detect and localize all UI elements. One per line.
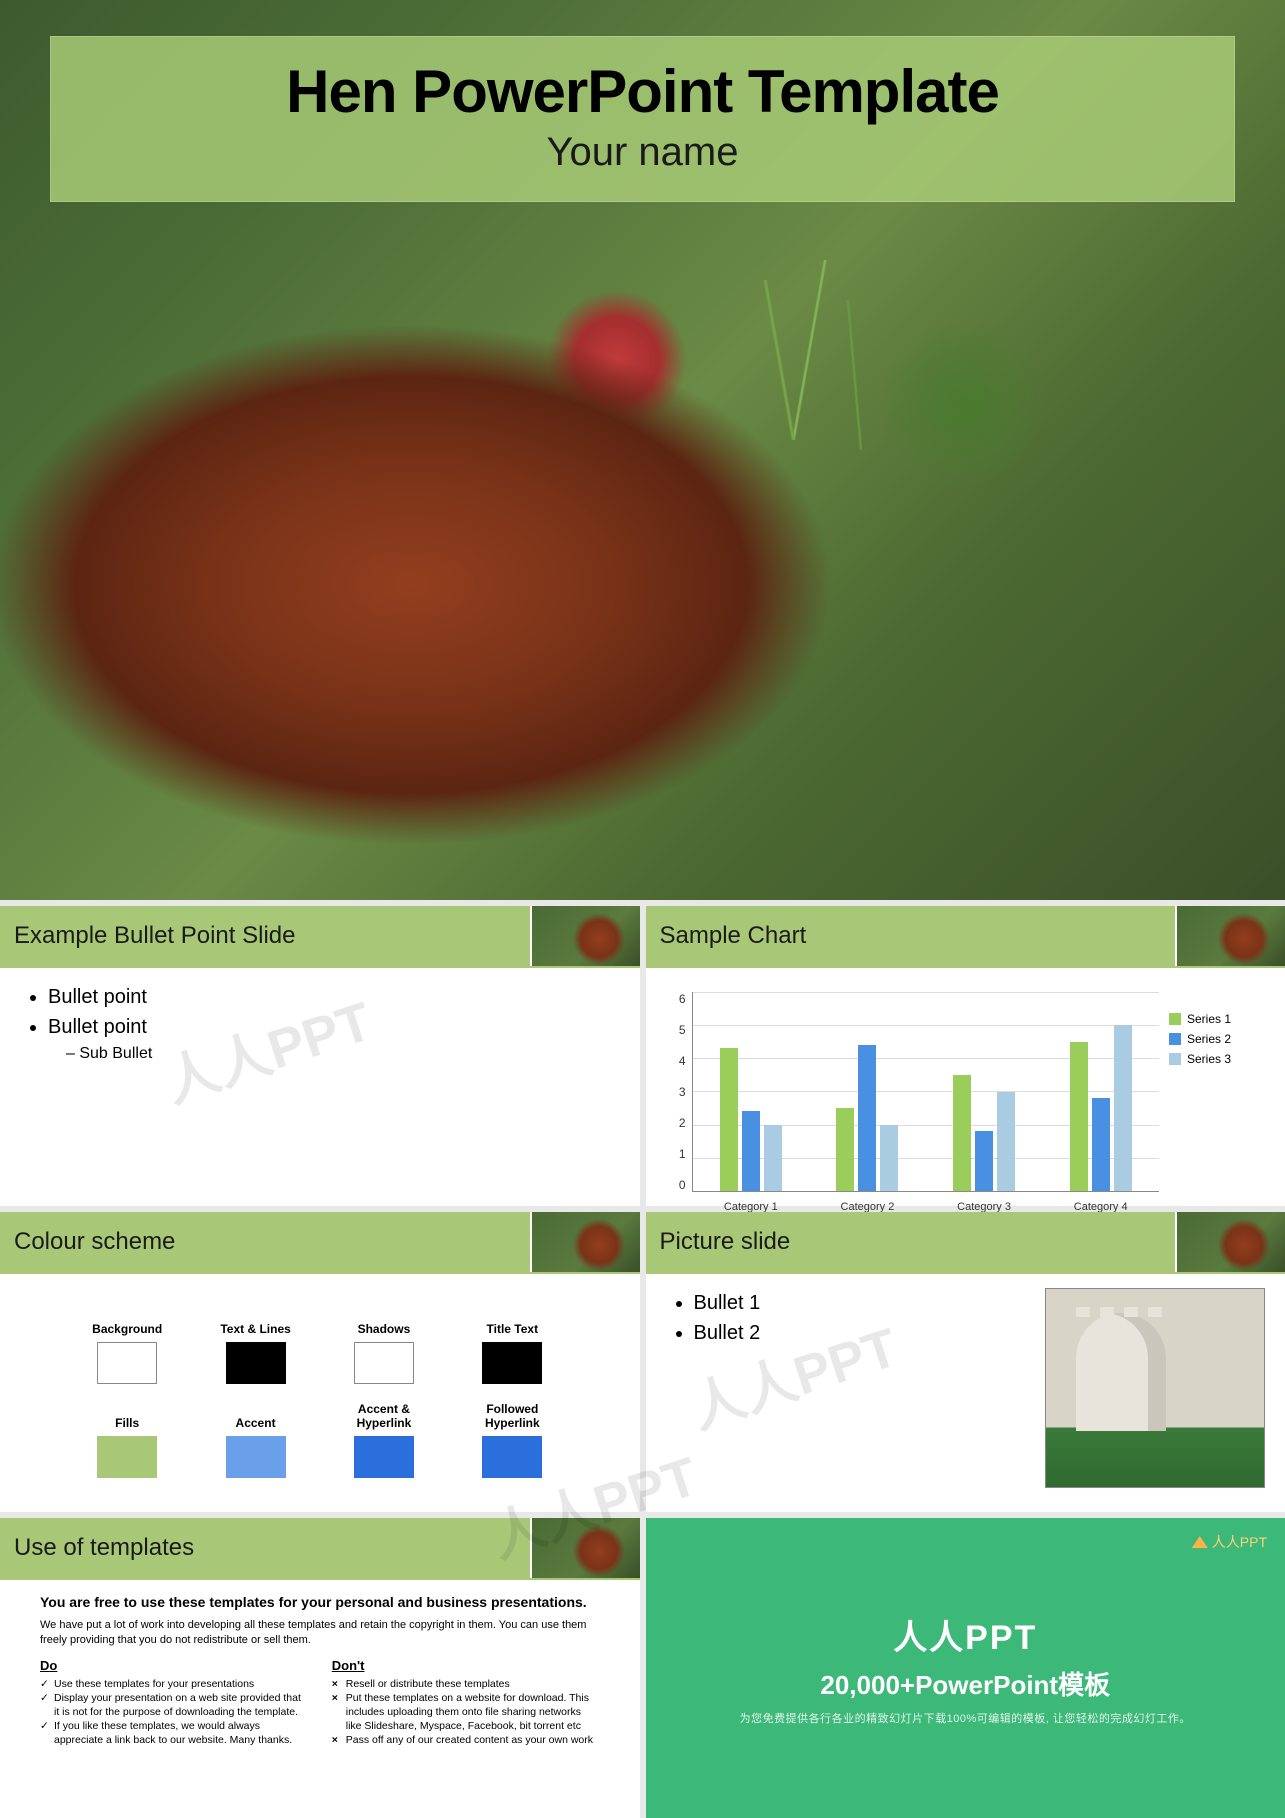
- hen-thumb-icon: [530, 1518, 640, 1578]
- colour-swatch: Title Text: [465, 1308, 559, 1384]
- slide-picture: Picture slide Bullet 1 Bullet 2 人人PPT: [646, 1212, 1285, 1512]
- promo-subtitle: 20,000+PowerPoint模板: [820, 1665, 1110, 1702]
- colour-swatch: Background: [80, 1308, 174, 1384]
- hero-title: Hen PowerPoint Template: [81, 57, 1204, 126]
- slide-grid: Example Bullet Point Slide Bullet point …: [0, 900, 1285, 1818]
- slide-use-of-templates: Use of templates You are free to use the…: [0, 1518, 640, 1818]
- bullet-list: Bullet 1 Bullet 2: [666, 1288, 1026, 1488]
- chart-bar: [720, 1048, 738, 1191]
- hen-thumb-icon: [1175, 906, 1285, 966]
- chart-legend: Series 1 Series 2 Series 3: [1169, 992, 1259, 1072]
- uot-note: We have put a lot of work into developin…: [40, 1618, 600, 1648]
- slide-title: Colour scheme: [0, 1212, 530, 1272]
- promo-tagline: 为您免费提供各行各业的精致幻灯片下载100%可编辑的模板, 让您轻松的完成幻灯工…: [740, 1710, 1191, 1726]
- dont-item: Put these templates on a website for dow…: [346, 1691, 600, 1734]
- slide-title: Picture slide: [646, 1212, 1176, 1272]
- dont-column: Don't Resell or distribute these templat…: [332, 1658, 600, 1748]
- chart-plot: Category 1Category 2Category 3Category 4: [692, 992, 1160, 1192]
- chart-bar: [1114, 1025, 1132, 1191]
- slide-title: Example Bullet Point Slide: [0, 906, 530, 966]
- chart-bar: [1070, 1042, 1088, 1191]
- dont-header: Don't: [332, 1658, 600, 1673]
- colour-swatch: Accent & Hyperlink: [337, 1402, 431, 1478]
- list-item: Bullet 2: [694, 1318, 1026, 1348]
- chart-bar: [975, 1131, 993, 1191]
- chart-bar: [880, 1125, 898, 1191]
- sub-bullet: Sub Bullet: [48, 1042, 620, 1066]
- do-column: Do Use these templates for your presenta…: [40, 1658, 308, 1748]
- hen-thumb-icon: [530, 1212, 640, 1272]
- chart-bar: [997, 1092, 1015, 1192]
- slide-colour-scheme: Colour scheme Background Text & Lines Shad…: [0, 1212, 640, 1512]
- list-item: Bullet 1: [694, 1288, 1026, 1318]
- colour-swatch: Fills: [80, 1402, 174, 1478]
- promo-logo: 人人PPT: [1192, 1532, 1267, 1552]
- slide-promo: 人人PPT 人人PPT 20,000+PowerPoint模板 为您免费提供各行…: [646, 1518, 1285, 1818]
- legend-item: Series 2: [1169, 1032, 1259, 1046]
- do-item: Use these templates for your presentatio…: [54, 1677, 308, 1691]
- hero-slide: Hen PowerPoint Template Your name: [0, 0, 1285, 900]
- chart-bar: [836, 1108, 854, 1191]
- colour-swatch: Text & Lines: [208, 1308, 302, 1384]
- chart-bar: [742, 1111, 760, 1191]
- colour-swatch: Shadows: [337, 1308, 431, 1384]
- y-axis: 0123456: [672, 992, 692, 1192]
- swatch-grid: Background Text & Lines Shadows Title Text F…: [20, 1288, 620, 1488]
- dont-item: Resell or distribute these templates: [346, 1677, 600, 1691]
- colour-swatch: Accent: [208, 1402, 302, 1478]
- do-header: Do: [40, 1658, 308, 1673]
- chart-bar: [953, 1075, 971, 1191]
- slide-title: Sample Chart: [646, 906, 1176, 966]
- hen-thumb-icon: [530, 906, 640, 966]
- uot-intro: You are free to use these templates for …: [40, 1594, 600, 1610]
- chart-bar: [1092, 1098, 1110, 1191]
- picture-placeholder: [1045, 1288, 1265, 1488]
- chart-bar: [858, 1045, 876, 1191]
- dont-item: Pass off any of our created content as y…: [346, 1733, 600, 1747]
- do-item: If you like these templates, we would al…: [54, 1719, 308, 1747]
- list-item: Bullet point: [48, 982, 620, 1012]
- bullet-list: Bullet point Bullet point Sub Bullet: [20, 982, 620, 1066]
- list-item: Bullet point Sub Bullet: [48, 1012, 620, 1066]
- chart-bar: [764, 1125, 782, 1191]
- colour-swatch: Followed Hyperlink: [465, 1402, 559, 1478]
- sample-chart: 0123456 Category 1Category 2Category 3Ca…: [666, 982, 1266, 1192]
- hen-thumb-icon: [1175, 1212, 1285, 1272]
- legend-item: Series 3: [1169, 1052, 1259, 1066]
- legend-item: Series 1: [1169, 1012, 1259, 1026]
- list-item-label: Bullet point: [48, 1016, 147, 1038]
- slide-bullet: Example Bullet Point Slide Bullet point …: [0, 906, 640, 1206]
- hero-title-box: Hen PowerPoint Template Your name: [50, 36, 1235, 202]
- slide-title: Use of templates: [0, 1518, 530, 1578]
- promo-title: 人人PPT: [893, 1610, 1037, 1659]
- slide-chart: Sample Chart 0123456 Category 1Category …: [646, 906, 1285, 1206]
- do-item: Display your presentation on a web site …: [54, 1691, 308, 1719]
- hero-subtitle: Your name: [81, 130, 1204, 175]
